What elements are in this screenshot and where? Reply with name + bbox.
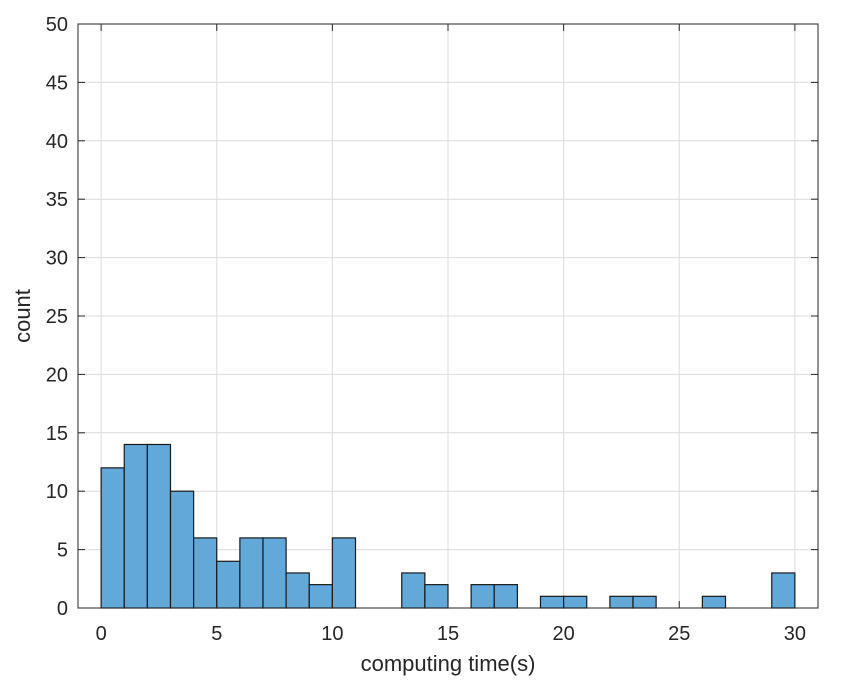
histogram-bar <box>331 537 357 609</box>
histogram-bar <box>424 584 449 609</box>
histogram-bar <box>123 443 148 609</box>
x-tick-label: 25 <box>668 623 690 645</box>
histogram-bar <box>308 584 333 609</box>
histogram-bar <box>262 537 287 609</box>
y-axis-label: count <box>10 289 35 343</box>
x-tick-label: 5 <box>211 623 222 645</box>
x-tick-label: 10 <box>321 623 343 645</box>
histogram-bar <box>239 537 264 609</box>
y-tick-label: 10 <box>46 481 68 503</box>
y-tick-label: 25 <box>46 306 68 328</box>
histogram-bar <box>470 584 495 609</box>
x-tick-label: 20 <box>553 623 575 645</box>
y-tick-label: 0 <box>57 598 68 620</box>
histogram-bar <box>169 490 195 609</box>
bars <box>100 443 796 609</box>
histogram-bar <box>401 572 426 609</box>
histogram-bar <box>539 595 565 609</box>
histogram-bar <box>100 467 125 609</box>
x-axis-label: computing time(s) <box>361 651 536 676</box>
histogram-bar <box>771 572 796 609</box>
histogram-bar <box>701 595 727 609</box>
histogram-bar <box>216 560 241 609</box>
y-tick-label: 30 <box>46 248 68 270</box>
histogram-bar <box>563 595 588 609</box>
axis-tick-labels: 0 5 10 15 20 25 30 0 5 10 15 20 25 30 35 40 45 50 <box>46 14 806 645</box>
y-tick-label: 35 <box>46 189 68 211</box>
histogram-bar <box>146 443 172 609</box>
histogram-bar <box>632 595 657 609</box>
x-tick-label: 15 <box>437 623 459 645</box>
y-tick-label: 15 <box>46 423 68 445</box>
histogram-bar <box>609 595 634 609</box>
x-tick-label: 0 <box>96 623 107 645</box>
histogram-bar <box>193 537 218 609</box>
histogram-bar <box>493 584 518 609</box>
y-tick-label: 20 <box>46 364 68 386</box>
x-tick-label: 30 <box>784 623 806 645</box>
y-tick-label: 45 <box>46 72 68 94</box>
y-tick-label: 5 <box>57 540 68 562</box>
histogram-bar <box>285 572 310 609</box>
y-tick-label: 50 <box>46 14 68 36</box>
y-tick-label: 40 <box>46 131 68 153</box>
axis-ticks <box>78 23 818 609</box>
